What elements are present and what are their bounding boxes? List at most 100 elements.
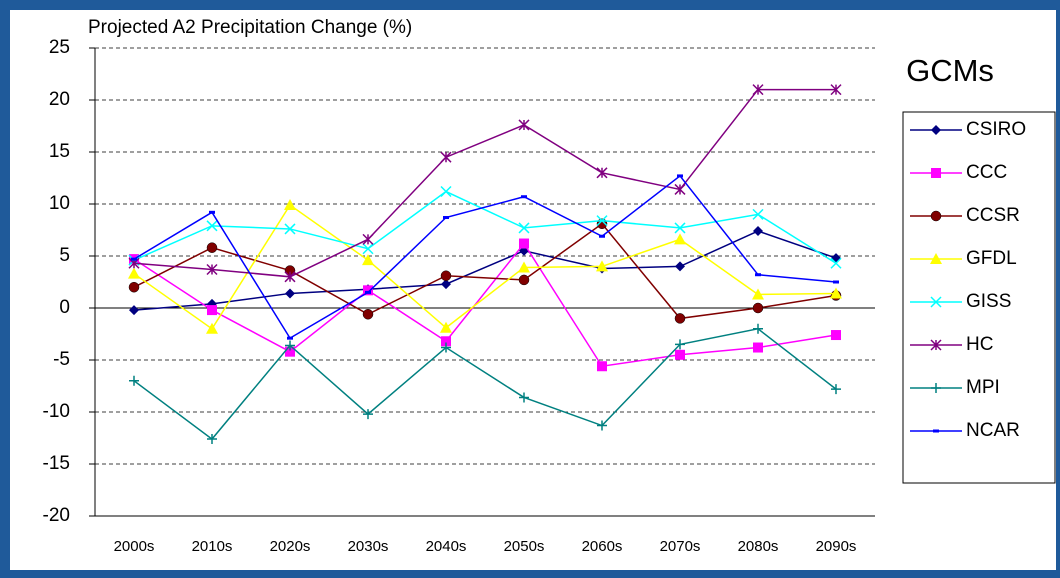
legend-label: CSIRO	[966, 119, 1026, 140]
marker	[363, 285, 373, 296]
marker	[206, 263, 218, 276]
marker	[674, 222, 686, 234]
marker	[519, 238, 529, 249]
x-tick-label: 2080s	[738, 538, 779, 555]
marker	[833, 280, 839, 284]
x-tick-label: 2050s	[504, 538, 545, 555]
legend-label: NCAR	[966, 420, 1020, 441]
marker	[519, 392, 529, 403]
marker	[830, 287, 842, 299]
marker	[441, 279, 451, 290]
marker	[596, 215, 608, 227]
x-tick-label: 2020s	[270, 538, 311, 555]
marker	[677, 174, 683, 178]
marker	[131, 257, 137, 261]
marker	[207, 434, 217, 445]
marker	[440, 270, 452, 282]
marker	[207, 305, 217, 316]
marker	[831, 384, 841, 395]
marker	[362, 243, 374, 255]
legend-label: MPI	[966, 377, 1000, 398]
background	[10, 10, 1056, 570]
legend-marker	[931, 125, 941, 135]
marker	[518, 274, 530, 286]
legend-title: GCMs	[906, 53, 994, 88]
marker	[675, 339, 685, 350]
marker	[441, 336, 451, 347]
marker	[440, 151, 452, 163]
y-tick-label: 10	[49, 193, 70, 214]
marker	[752, 302, 764, 314]
marker	[830, 84, 842, 96]
legend-marker	[930, 253, 942, 264]
y-tick-label: 20	[49, 89, 70, 110]
legend-label: HC	[966, 334, 993, 355]
series-line	[133, 190, 837, 264]
x-tick-label: 2070s	[660, 538, 701, 555]
marker	[752, 84, 764, 96]
marker	[596, 260, 608, 272]
marker	[362, 233, 374, 245]
marker	[285, 346, 295, 357]
legend-label: CCC	[966, 162, 1007, 183]
marker	[128, 267, 140, 279]
marker	[440, 185, 452, 198]
y-tick-label: -5	[53, 349, 70, 370]
marker	[675, 349, 685, 360]
marker	[129, 375, 139, 386]
series-line	[133, 222, 837, 320]
marker	[674, 183, 686, 195]
x-tick-label: 2030s	[348, 538, 389, 555]
legend-label: GISS	[966, 291, 1011, 312]
y-tick-label: -20	[43, 505, 70, 526]
marker	[753, 323, 763, 334]
series-line	[133, 88, 836, 278]
legend-marker	[930, 296, 942, 308]
y-tick-label: -15	[43, 453, 70, 474]
chart-title: Projected A2 Precipitation Change (%)	[88, 17, 412, 38]
legend-marker	[933, 429, 939, 433]
marker	[284, 223, 296, 235]
marker	[206, 322, 218, 334]
marker	[441, 342, 451, 353]
marker	[365, 290, 371, 294]
legend-box	[902, 111, 1056, 484]
y-tick-label: -10	[43, 401, 70, 422]
marker	[518, 261, 530, 273]
x-tick-label: 2060s	[582, 538, 623, 555]
series-line	[133, 174, 837, 340]
marker	[599, 234, 605, 238]
marker	[597, 420, 607, 431]
marker	[206, 242, 218, 253]
y-tick-label: 0	[59, 297, 70, 318]
marker	[674, 313, 686, 324]
legend-marker	[931, 168, 941, 178]
x-tick-label: 2090s	[816, 538, 857, 555]
marker	[287, 336, 293, 340]
marker	[521, 195, 527, 199]
marker	[362, 308, 374, 320]
legend-marker	[930, 210, 942, 222]
marker	[285, 340, 295, 351]
marker	[674, 233, 686, 245]
y-tick-label: 15	[49, 141, 70, 162]
legend-label: GFDL	[966, 248, 1017, 269]
marker	[443, 216, 449, 220]
legend-marker	[930, 339, 942, 351]
marker	[830, 257, 842, 269]
marker	[284, 199, 296, 211]
marker	[752, 208, 764, 220]
marker	[284, 271, 296, 283]
legend-label: CCSR	[966, 205, 1020, 226]
marker	[831, 330, 841, 341]
x-tick-label: 2040s	[426, 538, 467, 555]
x-tick-label: 2010s	[192, 538, 233, 555]
marker	[518, 222, 530, 234]
series-line	[133, 242, 837, 368]
marker	[129, 305, 139, 316]
marker	[363, 409, 373, 420]
legend-marker	[931, 383, 941, 393]
series-line	[133, 230, 837, 311]
